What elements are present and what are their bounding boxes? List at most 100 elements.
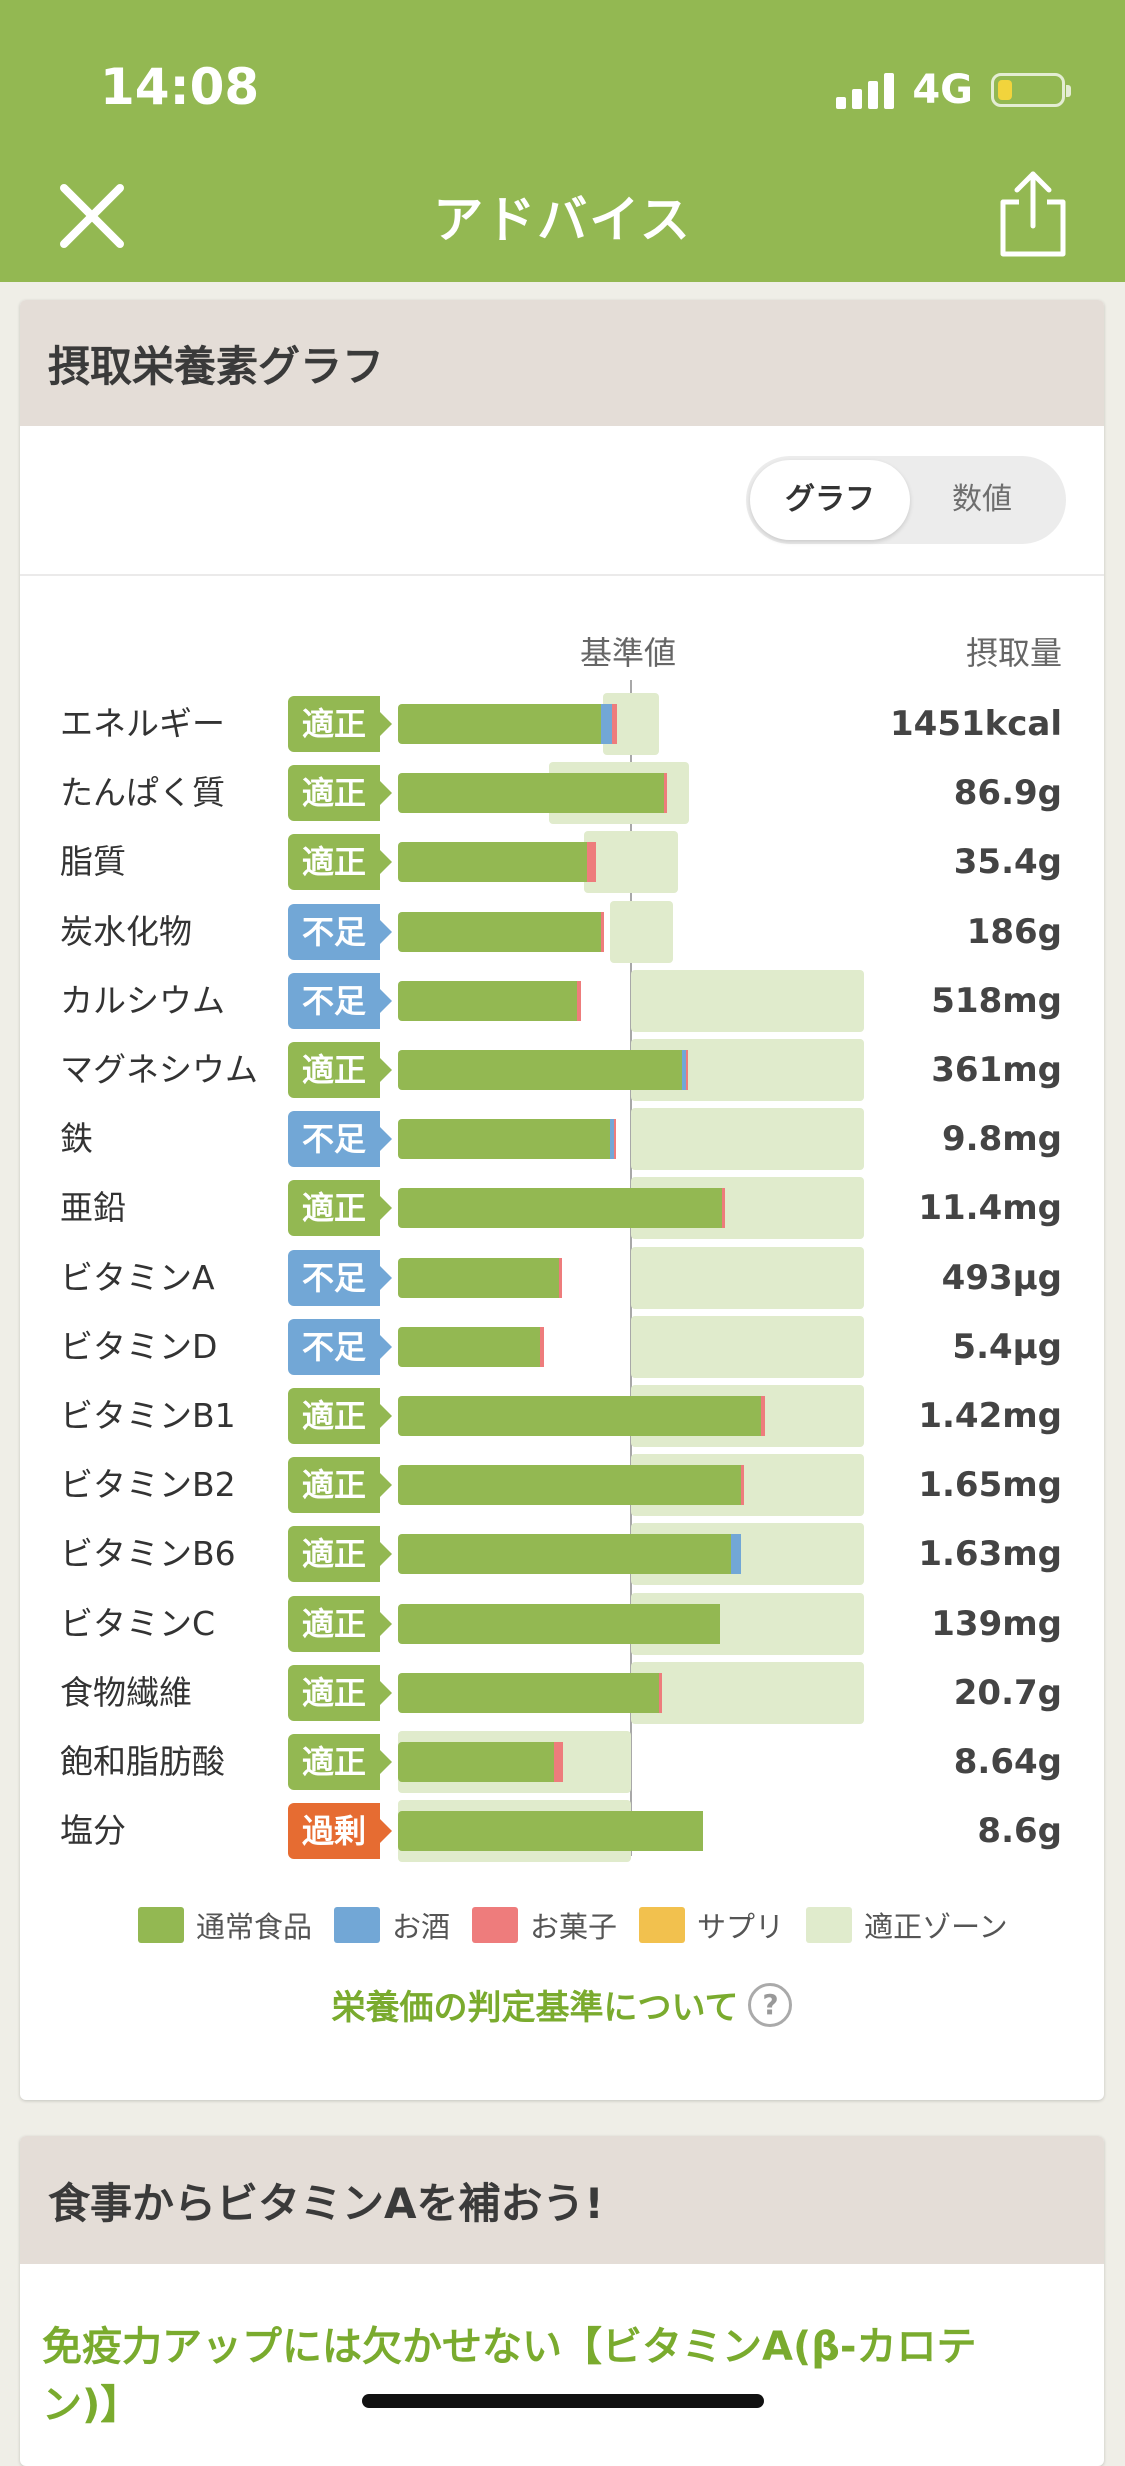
bar-normal-food [398,704,601,744]
nutrient-name: ビタミンB1 [60,1396,236,1435]
optimal-zone [603,693,659,755]
status-badge: 適正 [288,1734,392,1790]
close-icon[interactable] [58,182,126,250]
battery-icon [991,73,1071,107]
bar-normal-food [398,1811,704,1852]
intake-value: 361mg [931,1050,1062,1090]
optimal-zone [631,1108,864,1171]
status-badge: 適正 [288,1664,392,1721]
bar-alcohol [600,704,613,744]
bar-snack [558,1257,563,1298]
intake-value: 139mg [931,1603,1062,1644]
intake-value: 1.65mg [918,1465,1062,1506]
signal-icon [836,71,895,109]
criteria-row: 栄養価の判定基準について ? [20,1980,1104,2029]
bar-normal-food [398,1465,741,1506]
intake-value: 35.4g [953,842,1062,883]
intake-value: 11.4mg [918,1188,1062,1229]
page-title: アドバイス [433,191,692,249]
bar-snack [554,1742,564,1782]
view-toggle[interactable]: グラフ 数値 [746,456,1066,544]
bar-normal-food [398,1188,722,1229]
legend-item: 適正ゾーン [806,1904,1008,1946]
intake-value: 493μg [941,1257,1062,1298]
status-badge: 適正 [288,1526,392,1583]
bar-alcohol [731,1534,741,1575]
nutrient-name: 亜鉛 [60,1188,126,1228]
status-badge: 適正 [288,1042,392,1098]
bar-snack [600,911,605,952]
nutrient-name: たんぱく質 [60,773,225,813]
criteria-link[interactable]: 栄養価の判定基準について ? [332,1980,793,2029]
share-icon[interactable] [993,168,1073,260]
status-badge: 過剰 [288,1803,392,1860]
intake-value: 86.9g [953,773,1062,814]
nutrient-name: 飽和脂肪酸 [60,1742,225,1781]
optimal-zone [631,1661,864,1724]
status-badge: 不足 [288,1318,392,1375]
legend-label: サプリ [697,1910,785,1944]
bar-normal-food [398,1326,541,1367]
bar-snack [740,1465,744,1506]
view-toggle-row: グラフ 数値 [20,426,1104,576]
intake-value: 1.63mg [918,1534,1062,1575]
intake-value: 20.7g [953,1672,1062,1713]
legend-label: 適正ゾーン [864,1910,1008,1944]
nutrient-name: 鉄 [60,1119,93,1159]
status-badge: 適正 [288,765,392,822]
nutrient-name: 脂質 [60,842,126,882]
bar-snack [613,1119,616,1160]
bar-normal-food [398,980,578,1021]
intake-header: 摂取量 [965,634,1062,672]
article-link[interactable]: 免疫力アップには欠かせない【ビタミンA(β-カロテン)】 [42,2324,977,2428]
bar-normal-food [398,1396,762,1436]
bar-normal-food [398,1742,555,1782]
nutrient-name: ビタミンC [60,1603,216,1643]
status-badge: 適正 [288,1595,392,1652]
legend-swatch [138,1907,184,1943]
legend-swatch [639,1907,686,1943]
bar-normal-food [398,1603,720,1644]
optimal-zone [631,1315,864,1378]
bar-snack [577,980,581,1021]
nutrient-name: マグネシウム [60,1050,258,1089]
toggle-numeric-button[interactable]: 数値 [952,482,1012,517]
nutrient-name: 塩分 [60,1811,126,1851]
bar-normal-food [398,1119,611,1160]
intake-value: 1.42mg [918,1396,1062,1436]
nutrient-name: 食物繊維 [60,1672,192,1712]
intake-value: 5.4μg [952,1326,1062,1367]
bar-snack [586,842,597,883]
status-badge: 適正 [288,834,392,891]
status-badge: 適正 [288,696,392,752]
toggle-graph-button[interactable]: グラフ [750,460,910,540]
status-icons: 4G [836,62,1071,118]
bar-snack [540,1326,544,1367]
reference-header: 基準値 [580,634,677,672]
nutrient-name: ビタミンA [60,1257,215,1297]
legend-label: 通常食品 [196,1910,313,1944]
legend-swatch [472,1907,519,1943]
status-badge: 適正 [288,1180,392,1237]
intake-value: 8.6g [977,1811,1062,1852]
bar-snack [612,704,618,744]
bar-snack [761,1396,765,1436]
help-icon: ? [748,1982,793,2027]
status-badge: 不足 [288,1111,392,1168]
home-indicator [362,2394,764,2408]
nutrient-graph-card: 摂取栄養素グラフ グラフ 数値 基準値 摂取量 エネルギー 適正 1451kcal た… [20,300,1104,2100]
nutrient-name: ビタミンB6 [60,1534,236,1574]
advice-card: 食事からビタミンAを補おう! 免疫力アップには欠かせない【ビタミンA(β-カロテ… [20,2136,1104,2466]
criteria-link-label: 栄養価の判定基準について [331,1988,739,2028]
bar-normal-food [398,911,601,952]
optimal-zone [584,831,678,894]
intake-value: 9.8mg [942,1119,1062,1160]
bar-normal-food [398,1672,659,1713]
bar-snack [685,1050,689,1090]
status-badge: 不足 [288,1249,392,1306]
status-badge: 不足 [288,903,392,960]
advice-card-header: 食事からビタミンAを補おう! [20,2136,1104,2264]
bar-alcohol [682,1050,686,1090]
status-time: 14:08 [100,58,260,116]
bar-snack [658,1672,663,1713]
